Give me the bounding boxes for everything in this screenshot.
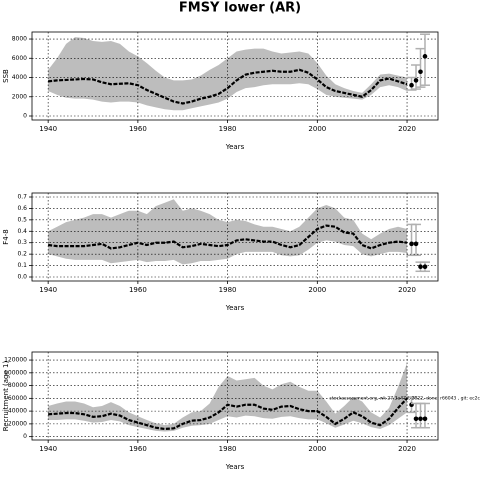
confidence-band bbox=[48, 363, 408, 432]
x-tick-label: 1960 bbox=[129, 286, 147, 294]
y-tick-label: 40000 bbox=[8, 408, 27, 415]
plot-frame bbox=[31, 351, 439, 441]
x-tick-label: 1940 bbox=[39, 445, 57, 453]
forecast-point bbox=[413, 241, 419, 247]
plot-frame bbox=[31, 31, 439, 121]
forecast-point bbox=[422, 416, 428, 422]
y-tick-label: 120000 bbox=[4, 357, 27, 364]
y-tick-label: 0.2 bbox=[17, 251, 27, 258]
forecast-point bbox=[413, 78, 419, 83]
forecast-point bbox=[422, 264, 428, 270]
forecast-point bbox=[418, 69, 423, 75]
x-tick-label: 2000 bbox=[308, 445, 326, 453]
x-tick-label: 2000 bbox=[308, 286, 326, 294]
forecast-point bbox=[418, 416, 423, 422]
y-tick-label: 0.6 bbox=[17, 205, 27, 212]
x-tick-label: 1980 bbox=[219, 125, 237, 133]
y-tick-label: 100000 bbox=[4, 369, 27, 376]
y-tick-label: 0.5 bbox=[17, 216, 27, 223]
y-tick-label: 0 bbox=[23, 433, 27, 440]
forecast-point bbox=[413, 416, 419, 422]
x-tick-label: 1960 bbox=[129, 125, 147, 133]
forecast-point bbox=[418, 264, 423, 270]
y-tick-label: 20000 bbox=[8, 420, 27, 427]
x-axis-label: Years bbox=[225, 304, 245, 312]
y-tick-label: 0 bbox=[23, 113, 27, 120]
y-tick-label: 0.3 bbox=[17, 239, 27, 246]
y-tick-label: 0.0 bbox=[17, 274, 27, 281]
x-axis-label: Years bbox=[225, 463, 245, 471]
annotation: stockassessment.org, wk 27.3a47d, 2022, … bbox=[330, 396, 480, 402]
x-tick-label: 2000 bbox=[308, 125, 326, 133]
x-axis-label: Years bbox=[225, 143, 245, 151]
y-tick-label: 60000 bbox=[8, 395, 27, 402]
y-tick-label: 0.1 bbox=[17, 262, 27, 269]
figure-title: FMSY lower (AR) bbox=[179, 1, 301, 16]
plot-frame bbox=[31, 192, 439, 282]
y-tick-label: 0.7 bbox=[17, 194, 27, 201]
forecast-point bbox=[409, 241, 414, 247]
estimate-line bbox=[48, 224, 408, 250]
y-tick-label: 6000 bbox=[12, 55, 27, 62]
forecast-point bbox=[422, 54, 428, 59]
x-tick-label: 2020 bbox=[398, 445, 416, 453]
y-tick-label: 4000 bbox=[12, 74, 27, 81]
estimate-line bbox=[48, 397, 408, 431]
y-axis-label: Recruitment (age 1) bbox=[2, 361, 10, 432]
y-axis-label: SSB bbox=[2, 69, 10, 83]
x-tick-label: 1980 bbox=[219, 286, 237, 294]
estimate-line bbox=[48, 68, 408, 105]
x-tick-label: 2020 bbox=[398, 125, 416, 133]
forecast-point bbox=[409, 82, 414, 88]
y-tick-label: 0.4 bbox=[17, 228, 27, 235]
x-tick-label: 2020 bbox=[398, 286, 416, 294]
x-tick-label: 1960 bbox=[129, 445, 147, 453]
x-tick-label: 1940 bbox=[39, 286, 57, 294]
y-tick-label: 8000 bbox=[12, 36, 27, 43]
y-tick-label: 2000 bbox=[12, 93, 27, 100]
y-tick-label: 80000 bbox=[8, 382, 27, 389]
y-axis-label: F4-8 bbox=[2, 229, 10, 244]
x-tick-label: 1980 bbox=[219, 445, 237, 453]
x-tick-label: 1940 bbox=[39, 125, 57, 133]
